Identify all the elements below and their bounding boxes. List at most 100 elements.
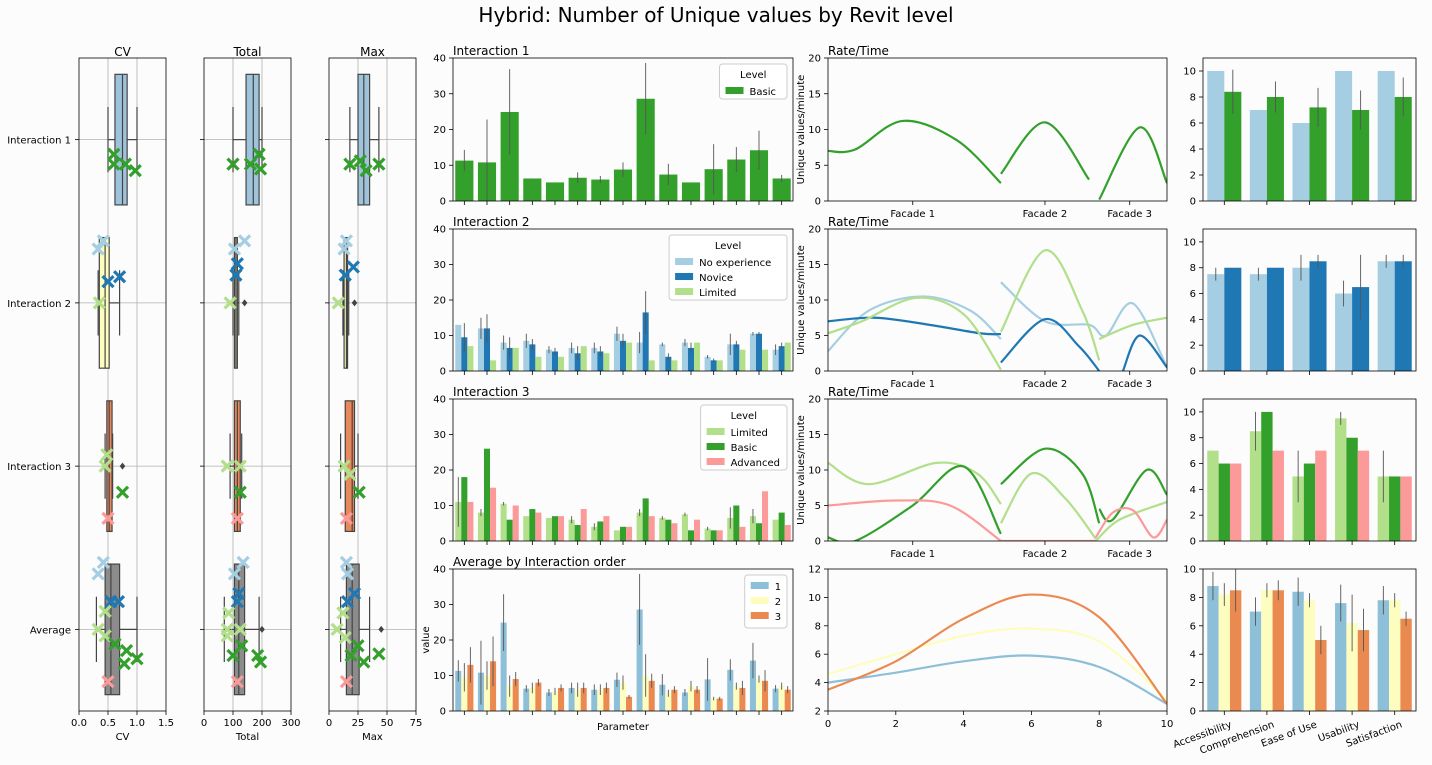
box-body xyxy=(114,73,128,206)
series-line xyxy=(828,295,1002,352)
bar xyxy=(704,528,711,541)
bar xyxy=(687,347,695,371)
y-tick-label: 15 xyxy=(808,260,821,271)
bar xyxy=(619,526,627,541)
x-tick-label: 300 xyxy=(281,718,300,729)
bar xyxy=(636,609,643,711)
series-line xyxy=(999,471,1097,540)
x-tick-label: Facade 3 xyxy=(1107,209,1152,220)
scatter-point xyxy=(339,674,354,689)
legend-swatch xyxy=(750,612,769,619)
scatter-point xyxy=(372,157,386,171)
axes-title: Interaction 1 xyxy=(453,44,530,58)
bar xyxy=(568,347,575,371)
boxplot-total: Total 0 100 200 300 Total xyxy=(200,45,301,743)
bar xyxy=(574,525,581,541)
bar xyxy=(455,160,474,201)
y-tick-label: 2 xyxy=(1190,678,1196,689)
scatter-point xyxy=(372,647,386,661)
x-tick-label: 0.5 xyxy=(100,718,116,729)
bar xyxy=(665,356,672,371)
y-tick-label: 6 xyxy=(815,650,821,661)
scatter-point xyxy=(343,157,357,171)
y-tick-label: 4 xyxy=(1190,315,1196,326)
bar xyxy=(784,689,791,711)
bar xyxy=(523,340,530,371)
scatter-point xyxy=(235,639,249,653)
bar xyxy=(1315,640,1327,711)
bar xyxy=(671,523,678,541)
bar xyxy=(778,512,785,541)
y-tick-label: 2 xyxy=(1190,171,1196,182)
x-tick-label: Facade 1 xyxy=(890,379,935,390)
series-line xyxy=(828,119,1002,184)
axes-title: Rate/Time xyxy=(828,215,889,229)
bar xyxy=(1303,600,1316,711)
legend-swatch xyxy=(706,443,725,450)
bar xyxy=(568,519,575,541)
scatter-point xyxy=(253,655,268,669)
bar xyxy=(762,349,769,371)
bar xyxy=(545,692,552,711)
y-tick-label: 10 xyxy=(1183,237,1196,248)
scatter-point xyxy=(357,655,371,669)
series-line xyxy=(828,627,1167,701)
bar xyxy=(1218,594,1230,711)
bar xyxy=(558,687,565,711)
scatter-point xyxy=(222,606,236,620)
bar xyxy=(1389,600,1401,711)
box-outlier xyxy=(241,299,248,307)
scatter-point xyxy=(253,162,268,176)
x-tick-label: 25 xyxy=(352,718,365,729)
box-average xyxy=(223,563,265,696)
scatter-point xyxy=(233,622,247,637)
scatter-point xyxy=(339,555,354,570)
bar xyxy=(1400,476,1412,541)
bar xyxy=(551,516,559,541)
bar xyxy=(506,347,513,371)
axis-title: CV xyxy=(114,45,131,59)
y-tick-label: 8 xyxy=(1190,263,1196,274)
scatter-point xyxy=(128,164,142,178)
bar xyxy=(1292,476,1304,541)
series-line xyxy=(828,654,1167,705)
scatter-point xyxy=(118,157,133,171)
bar xyxy=(1346,622,1358,711)
legend-swatch xyxy=(706,428,725,435)
y-tick-label: 8 xyxy=(1190,593,1196,604)
scatter-point xyxy=(227,567,242,581)
scatter-point xyxy=(115,485,130,499)
bar xyxy=(1357,450,1370,541)
scatter-point xyxy=(230,674,244,689)
axes-frame xyxy=(328,57,417,712)
y-tick-label: Average xyxy=(30,625,71,636)
bar xyxy=(1377,600,1390,711)
bar xyxy=(727,159,746,201)
bar xyxy=(461,677,468,711)
bar xyxy=(500,503,507,541)
legend-label: No experience xyxy=(699,258,771,269)
scatter-point xyxy=(96,555,110,570)
axes-title: Rate/Time xyxy=(828,385,889,399)
y-tick-label: 20 xyxy=(433,636,446,647)
y-tick-label: Interaction 2 xyxy=(7,299,71,310)
y-tick-label: 0 xyxy=(1190,367,1196,378)
scatter-point xyxy=(233,485,247,499)
bar xyxy=(535,356,542,371)
y-tick-label: 30 xyxy=(433,89,446,100)
scatter-point xyxy=(236,555,250,570)
legend-title: Level xyxy=(740,70,766,81)
bar xyxy=(1377,261,1395,371)
bar xyxy=(733,686,740,711)
scatter-point xyxy=(344,648,358,663)
box-interaction-1 xyxy=(232,73,263,206)
scatter-point xyxy=(107,147,121,161)
y-tick-label: 15 xyxy=(808,89,821,100)
x-tick-label: Facade 1 xyxy=(890,549,935,560)
axes-frame xyxy=(827,228,1168,372)
bar xyxy=(749,660,756,711)
scatter-point xyxy=(104,594,118,609)
bar xyxy=(755,679,763,711)
axes-frame xyxy=(203,57,292,712)
